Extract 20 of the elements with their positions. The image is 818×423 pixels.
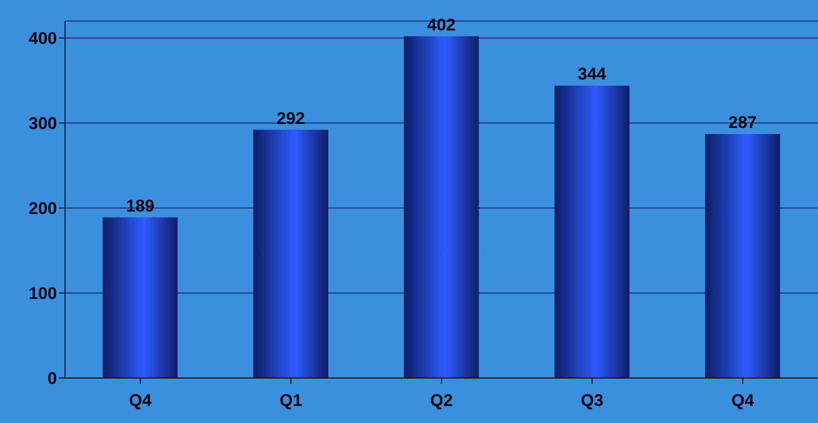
x-tick-label: Q2 <box>430 391 453 410</box>
bar <box>554 86 630 378</box>
x-tick-label: Q4 <box>731 391 755 410</box>
x-tick-label: Q3 <box>580 391 604 410</box>
data-label: 402 <box>427 15 456 34</box>
bar <box>102 217 178 378</box>
y-tick-label: 200 <box>28 199 57 218</box>
data-label: 287 <box>728 113 757 132</box>
bar <box>705 134 780 378</box>
y-tick-label: 0 <box>48 369 57 388</box>
y-tick-label: 100 <box>28 284 57 304</box>
y-tick-label: 300 <box>28 114 57 134</box>
y-tick-label: 400 <box>28 29 57 48</box>
x-tick-label: Q1 <box>280 391 302 410</box>
data-label: 292 <box>276 108 305 128</box>
bar <box>404 36 479 378</box>
bar <box>253 130 328 378</box>
data-label: 344 <box>578 64 607 84</box>
x-tick-label: Q4 <box>128 391 152 410</box>
data-label: 189 <box>126 196 154 216</box>
